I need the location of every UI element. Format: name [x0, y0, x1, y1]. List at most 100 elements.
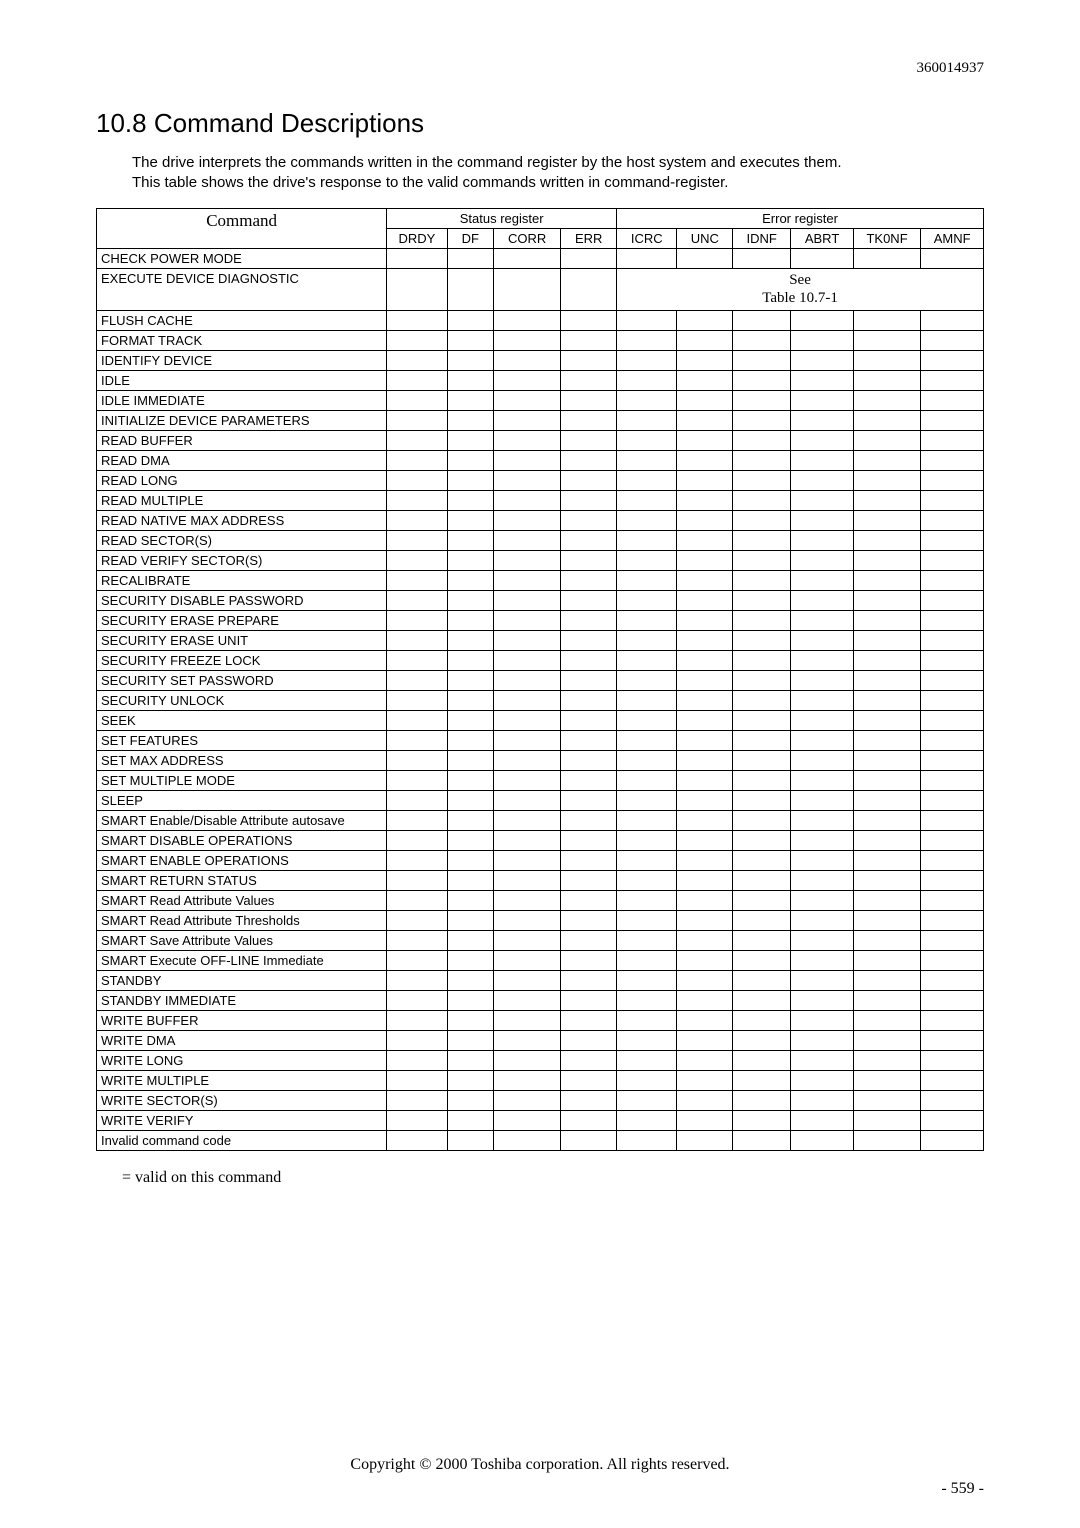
error-cell [617, 371, 677, 391]
status-cell [387, 891, 447, 911]
status-cell [494, 248, 561, 268]
error-cell [733, 951, 791, 971]
status-cell [387, 511, 447, 531]
table-row: SMART DISABLE OPERATIONS [97, 831, 984, 851]
header-subcol: ABRT [791, 228, 854, 248]
status-cell [561, 671, 617, 691]
table-row: SMART Read Attribute Thresholds [97, 911, 984, 931]
status-cell [387, 371, 447, 391]
table-row: SMART ENABLE OPERATIONS [97, 851, 984, 871]
error-cell [617, 1011, 677, 1031]
status-cell [494, 831, 561, 851]
error-cell [921, 871, 984, 891]
error-cell [677, 1011, 733, 1031]
command-cell: SMART Save Attribute Values [97, 931, 387, 951]
status-cell [447, 911, 493, 931]
error-cell [921, 691, 984, 711]
status-cell [387, 691, 447, 711]
error-cell [791, 911, 854, 931]
table-header-row-1: Command Status register Error register [97, 208, 984, 228]
status-cell [387, 431, 447, 451]
error-cell [791, 511, 854, 531]
table-row: FLUSH CACHE [97, 311, 984, 331]
error-cell [733, 551, 791, 571]
error-cell [617, 791, 677, 811]
error-cell [853, 811, 920, 831]
table-row: SMART Read Attribute Values [97, 891, 984, 911]
error-cell [617, 451, 677, 471]
error-cell [677, 571, 733, 591]
status-cell [387, 991, 447, 1011]
error-cell [853, 1031, 920, 1051]
status-cell [494, 731, 561, 751]
table-row: WRITE DMA [97, 1031, 984, 1051]
error-cell [791, 371, 854, 391]
table-row: READ NATIVE MAX ADDRESS [97, 511, 984, 531]
status-cell [494, 471, 561, 491]
error-cell [853, 551, 920, 571]
error-cell [853, 431, 920, 451]
error-cell [677, 871, 733, 891]
status-cell [387, 531, 447, 551]
status-cell [561, 591, 617, 611]
command-cell: WRITE DMA [97, 1031, 387, 1051]
error-cell [677, 1051, 733, 1071]
header-subcol: DRDY [387, 228, 447, 248]
table-row: IDLE [97, 371, 984, 391]
status-cell [387, 311, 447, 331]
status-cell [387, 871, 447, 891]
status-cell [494, 511, 561, 531]
error-cell [677, 1111, 733, 1131]
command-cell: WRITE SECTOR(S) [97, 1091, 387, 1111]
error-cell [733, 1031, 791, 1051]
error-cell [733, 451, 791, 471]
error-cell [677, 531, 733, 551]
command-cell: SMART RETURN STATUS [97, 871, 387, 891]
error-cell [791, 611, 854, 631]
status-cell [447, 571, 493, 591]
error-cell [853, 751, 920, 771]
error-cell [677, 811, 733, 831]
status-cell [387, 951, 447, 971]
error-cell [617, 731, 677, 751]
error-cell [921, 1011, 984, 1031]
command-cell: SMART DISABLE OPERATIONS [97, 831, 387, 851]
error-cell [921, 411, 984, 431]
error-cell [853, 991, 920, 1011]
status-cell [447, 691, 493, 711]
header-subcol: ERR [561, 228, 617, 248]
header-subcol: AMNF [921, 228, 984, 248]
error-cell [853, 911, 920, 931]
table-row: SECURITY FREEZE LOCK [97, 651, 984, 671]
status-cell [561, 1091, 617, 1111]
status-cell [387, 811, 447, 831]
status-cell [447, 471, 493, 491]
status-cell [387, 1031, 447, 1051]
error-cell [791, 831, 854, 851]
status-cell [387, 591, 447, 611]
error-cell [677, 731, 733, 751]
status-cell [447, 351, 493, 371]
command-cell: SET MULTIPLE MODE [97, 771, 387, 791]
header-subcol: UNC [677, 228, 733, 248]
error-cell [617, 611, 677, 631]
error-cell [921, 248, 984, 268]
error-cell [677, 1031, 733, 1051]
error-cell [617, 391, 677, 411]
status-cell [387, 831, 447, 851]
error-cell [617, 711, 677, 731]
error-cell [791, 1131, 854, 1151]
status-cell [494, 431, 561, 451]
error-cell [733, 511, 791, 531]
status-cell [447, 331, 493, 351]
error-cell [617, 551, 677, 571]
intro-paragraph: The drive interprets the commands writte… [132, 153, 984, 194]
status-cell [447, 951, 493, 971]
status-cell [561, 1131, 617, 1151]
error-cell [853, 631, 920, 651]
status-cell [447, 451, 493, 471]
header-subcol: ICRC [617, 228, 677, 248]
table-row: SMART Enable/Disable Attribute autosave [97, 811, 984, 831]
status-cell [387, 248, 447, 268]
error-cell [791, 248, 854, 268]
